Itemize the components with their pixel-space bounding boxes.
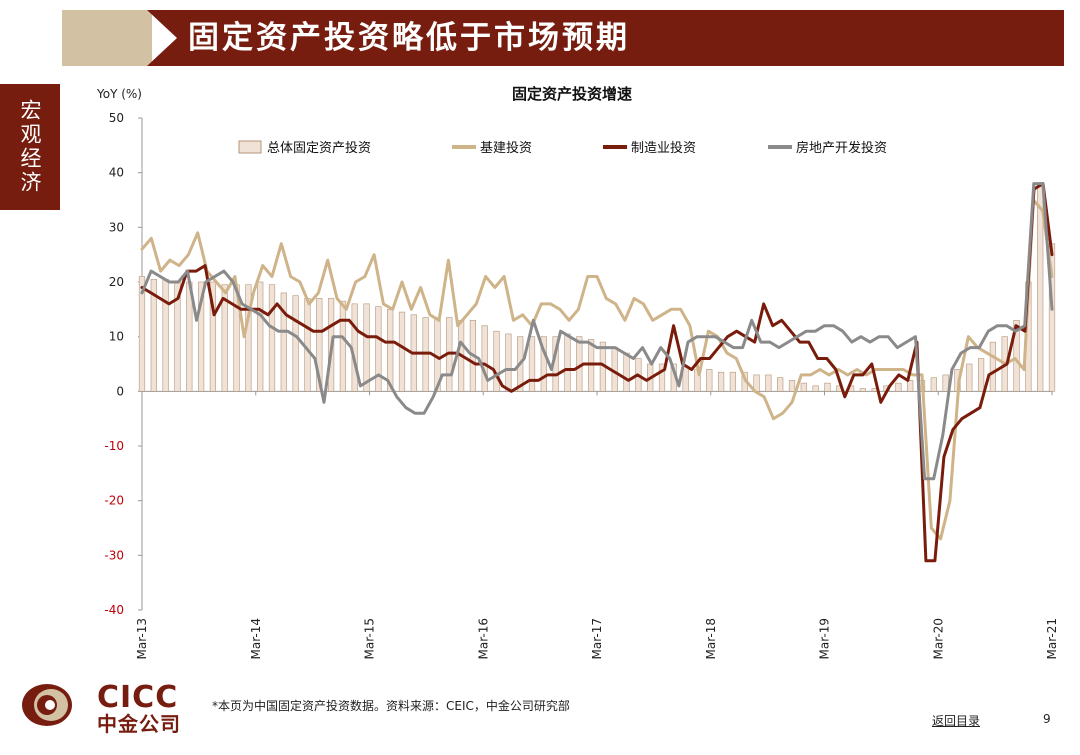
legend-label: 房地产开发投资 <box>796 140 887 156</box>
total-fai-bar <box>717 371 725 392</box>
total-fai-bar <box>706 369 713 392</box>
y-tick-label: -10 <box>104 439 124 453</box>
section-tab[interactable]: 宏观经济 <box>0 84 60 210</box>
total-fai-bar <box>268 284 276 392</box>
total-fai-bar <box>800 382 807 392</box>
y-tick-label: 40 <box>109 166 124 180</box>
total-fai-bar <box>788 380 796 392</box>
total-fai-bar <box>138 276 146 392</box>
total-fai-bar <box>564 333 571 392</box>
total-fai-bar <box>257 281 264 392</box>
total-fai-bar <box>907 380 914 392</box>
total-fai-bar <box>280 292 287 392</box>
y-tick-label: 50 <box>109 111 124 125</box>
source-footnote: *本页为中国固定资产投资数据。资料来源：CEIC，中金公司研究部 <box>212 699 570 713</box>
x-tick-label: Mar-21 <box>1045 618 1059 659</box>
total-fai-bar <box>540 336 547 392</box>
chart-axes: 50 40 30 20 10 0 -10 -20 -30 -40 Mar-13 Mar-14 Mar-1… <box>104 111 1059 659</box>
total-fai-bar <box>398 311 406 392</box>
x-tick-label: Mar-18 <box>704 618 718 659</box>
total-fai-bar <box>729 371 737 392</box>
y-tick-label: -30 <box>104 548 124 562</box>
legend-label: 制造业投资 <box>631 140 696 156</box>
logo-text-cn: 中金公司 <box>97 712 181 736</box>
total-fai-bar <box>339 300 347 392</box>
realestate-line <box>140 182 1054 481</box>
chart-title: 固定资产投资增速 <box>512 85 632 103</box>
cicc-logo-icon <box>22 684 72 726</box>
header-accent-arrow <box>120 10 150 66</box>
total-fai-bar <box>316 298 323 392</box>
total-fai-bar <box>942 374 949 392</box>
total-fai-bar <box>528 336 536 392</box>
total-fai-bar <box>197 281 205 392</box>
legend-label: 总体固定资产投资 <box>267 140 371 156</box>
infra-line <box>140 198 1054 541</box>
total-fai-bar <box>977 358 985 392</box>
total-fai-bar <box>363 303 370 392</box>
total-fai-bar <box>930 377 937 392</box>
total-fai-bar <box>623 352 630 392</box>
total-fai-bar <box>481 325 488 392</box>
total-fai-bar <box>765 374 772 392</box>
y-tick-label: 10 <box>109 330 124 344</box>
x-tick-label: Mar-14 <box>249 618 263 659</box>
total-fai-bar <box>859 388 867 392</box>
x-tick-label: Mar-15 <box>363 618 377 659</box>
manufacturing-line <box>140 182 1054 563</box>
total-fai-bar <box>812 385 819 392</box>
total-fai-bar <box>375 306 382 392</box>
total-fai-bar <box>162 278 169 392</box>
total-fai-bar <box>292 295 299 392</box>
back-to-contents-link[interactable]: 返回目录 <box>932 714 981 728</box>
total-fai-bar <box>245 284 252 392</box>
y-axis-label: YoY (%) <box>96 87 142 101</box>
total-fai-bar <box>1013 319 1020 392</box>
y-tick-label: -40 <box>104 603 124 617</box>
total-fai-bar <box>777 377 784 392</box>
total-fai-bar <box>304 298 311 392</box>
total-fai-bar <box>895 382 902 392</box>
page-number: 9 <box>1043 712 1051 726</box>
total-fai-bar <box>658 363 666 392</box>
header-banner <box>147 10 1064 66</box>
total-fai-bar <box>150 278 157 392</box>
y-tick-label: 20 <box>109 275 124 289</box>
y-tick-label: -20 <box>104 494 124 508</box>
total-fai-bar <box>221 284 228 392</box>
page-title: 固定资产投资略低于市场预期 <box>188 20 630 56</box>
legend-label: 基建投资 <box>480 140 532 156</box>
x-tick-label: Mar-16 <box>476 618 490 659</box>
chart-legend: 总体固定资产投资 基建投资 制造业投资 房地产开发投资 <box>238 140 887 156</box>
x-tick-label: Mar-19 <box>818 618 832 659</box>
x-tick-label: Mar-17 <box>590 618 604 659</box>
y-tick-label: 30 <box>109 220 124 234</box>
x-tick-label: Mar-20 <box>931 618 945 659</box>
y-tick-label: 0 <box>116 384 124 398</box>
total-fai-bar <box>966 363 973 392</box>
legend-swatch-total <box>238 140 262 154</box>
total-fai-bar <box>682 366 689 392</box>
chart-area: 50 40 30 20 10 0 -10 -20 -30 -40 Mar-13 Mar-14 Mar-1… <box>96 85 1059 659</box>
total-fai-bar <box>989 341 997 392</box>
total-fai-bar <box>493 330 500 392</box>
x-tick-label: Mar-13 <box>135 618 149 659</box>
total-fai-bar <box>824 382 831 392</box>
logo-text-en: CICC <box>97 680 179 715</box>
total-fai-bar <box>209 281 217 392</box>
series-lines <box>140 182 1054 563</box>
total-fai-bar <box>505 333 512 392</box>
